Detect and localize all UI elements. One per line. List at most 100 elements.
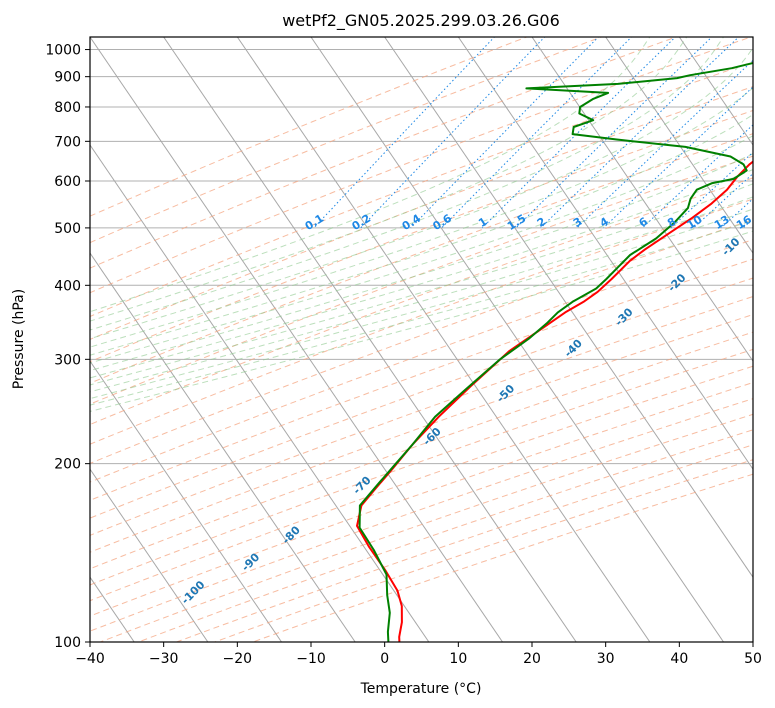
x-tick-label: −20 bbox=[223, 651, 253, 667]
y-tick-label: 100 bbox=[54, 635, 81, 651]
mixing-ratio-line bbox=[576, 59, 753, 229]
isopleth-layer bbox=[90, 25, 775, 642]
dry-adiabat-line bbox=[213, 459, 753, 642]
dry-adiabat-line bbox=[90, 177, 753, 426]
mixing-ratio-line bbox=[410, 37, 600, 229]
y-axis-label: Pressure (hPa) bbox=[11, 289, 27, 389]
mixing-ratio-line bbox=[693, 172, 753, 229]
dry-adiabat-line bbox=[137, 429, 753, 642]
x-tick-label: 20 bbox=[523, 651, 541, 667]
dry-adiabat-label: -50 bbox=[494, 382, 517, 405]
moist-adiabat-line bbox=[90, 153, 753, 372]
y-tick-label: 200 bbox=[54, 457, 81, 473]
mixing-ratio-line bbox=[360, 37, 546, 229]
dry-adiabat-label: -60 bbox=[420, 425, 443, 448]
y-tick-label: 300 bbox=[54, 352, 81, 368]
temperature-profile-line bbox=[356, 160, 753, 642]
x-axis-label: Temperature (°C) bbox=[360, 681, 482, 697]
isotherm-line bbox=[457, 37, 753, 471]
moist-adiabat-line bbox=[90, 196, 753, 393]
mixing-ratio-label: 13 bbox=[712, 213, 732, 232]
isotherm-line bbox=[236, 37, 651, 642]
y-tick-label: 600 bbox=[54, 174, 81, 190]
y-tick-label: 400 bbox=[54, 278, 81, 294]
dry-adiabat-line bbox=[90, 348, 753, 586]
isotherm-line bbox=[90, 252, 356, 642]
dry-adiabat-label: -40 bbox=[562, 337, 585, 360]
dry-adiabat-label: -20 bbox=[665, 271, 688, 294]
dry-adiabat-line bbox=[90, 86, 753, 340]
isotherm-line bbox=[678, 37, 753, 146]
x-tick-label: −30 bbox=[149, 651, 179, 667]
dry-adiabat-label: -30 bbox=[612, 305, 635, 328]
mixing-ratio-line bbox=[720, 198, 753, 229]
dry-adiabat-label: -10 bbox=[719, 235, 742, 258]
isotherm-line bbox=[90, 144, 430, 642]
mixing-ratio-line bbox=[540, 37, 740, 229]
isopleth-label-layer: 0.10.20.40.611.52346810131620253036-100-… bbox=[179, 212, 775, 607]
dry-adiabat-line bbox=[90, 133, 753, 384]
moist-adiabat-line bbox=[90, 219, 753, 406]
dewpoint-profile-line bbox=[358, 61, 753, 642]
series-layer bbox=[356, 61, 753, 642]
dry-adiabat-line bbox=[90, 258, 753, 501]
y-tick-label: 700 bbox=[54, 134, 81, 150]
mixing-ratio-label: 16 bbox=[734, 213, 754, 232]
dry-adiabat-line bbox=[90, 37, 529, 217]
isotherm-line bbox=[605, 37, 753, 254]
moist-adiabat-line bbox=[90, 230, 753, 412]
dry-adiabat-line bbox=[90, 382, 753, 617]
y-tick-label: 1000 bbox=[45, 43, 81, 59]
isotherm-line bbox=[90, 360, 282, 642]
mixing-ratio-line bbox=[515, 37, 713, 229]
x-tick-label: 30 bbox=[597, 651, 615, 667]
isotherm-line bbox=[752, 37, 753, 38]
mixing-ratio-line bbox=[742, 218, 753, 229]
dry-adiabat-line bbox=[90, 37, 753, 294]
x-tick-label: −40 bbox=[75, 651, 105, 667]
mixing-ratio-line bbox=[670, 151, 753, 229]
moist-adiabat-line bbox=[90, 46, 753, 340]
x-tick-label: 0 bbox=[380, 651, 389, 667]
mixing-ratio-label: 20 bbox=[758, 213, 775, 232]
isotherm-line bbox=[90, 37, 503, 642]
dry-adiabat-line bbox=[90, 331, 753, 570]
plot-frame bbox=[89, 36, 754, 643]
tick-layer: −40 −30 −20 −10 0 10 20 30 40 50 100 200 300 400 500 60… bbox=[45, 43, 762, 667]
chart-title: wetPf2_GN05.2025.299.03.26.G06 bbox=[282, 11, 560, 31]
moist-adiabat-line bbox=[90, 208, 753, 400]
dry-adiabat-line bbox=[90, 314, 753, 553]
moist-adiabat-line bbox=[90, 135, 753, 364]
dry-adiabat-line bbox=[90, 37, 603, 244]
x-tick-label: 50 bbox=[744, 651, 762, 667]
isotherm-line bbox=[384, 37, 753, 579]
mixing-ratio-label: 1.5 bbox=[505, 212, 528, 233]
y-tick-label: 500 bbox=[54, 221, 81, 237]
moist-adiabat-line bbox=[90, 183, 753, 386]
mixing-ratio-line bbox=[481, 37, 677, 229]
moist-adiabat-line bbox=[90, 87, 753, 348]
y-tick-label: 900 bbox=[54, 70, 81, 86]
mixing-ratio-line bbox=[603, 86, 753, 229]
mixing-ratio-label: 0.2 bbox=[350, 212, 373, 233]
mixing-ratio-line bbox=[642, 124, 753, 229]
mixing-ratio-line bbox=[441, 37, 633, 229]
x-tick-label: −10 bbox=[296, 651, 326, 667]
mixing-ratio-line bbox=[313, 37, 496, 229]
moist-adiabat-line bbox=[90, 114, 753, 356]
dry-adiabat-line bbox=[90, 219, 753, 464]
dry-adiabat-line bbox=[90, 155, 753, 405]
mixing-ratio-label: 0.4 bbox=[400, 212, 424, 234]
y-tick-label: 800 bbox=[54, 100, 81, 116]
dry-adiabat-label: -90 bbox=[239, 550, 262, 573]
mixing-ratio-label: 0.1 bbox=[303, 212, 326, 233]
x-tick-label: 40 bbox=[670, 651, 688, 667]
mixing-ratio-line bbox=[767, 25, 775, 228]
dry-adiabat-line bbox=[90, 295, 753, 536]
moist-adiabat-line bbox=[90, 37, 688, 322]
moist-adiabat-line bbox=[90, 37, 725, 331]
isotherm-line bbox=[90, 468, 209, 642]
moist-adiabat-line bbox=[90, 168, 753, 379]
x-tick-label: 10 bbox=[449, 651, 467, 667]
